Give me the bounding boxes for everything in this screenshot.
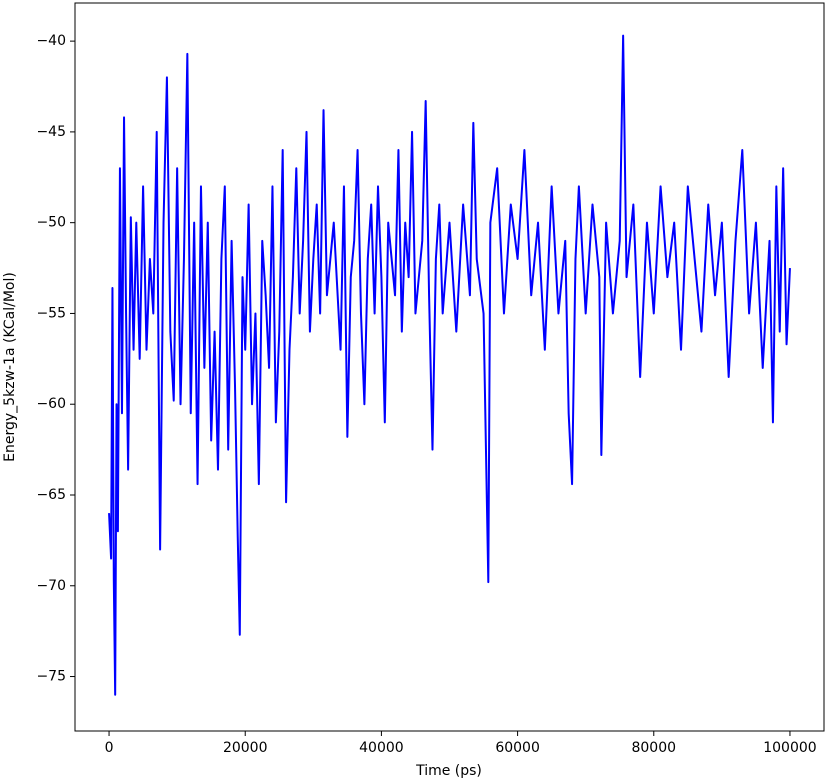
x-tick-label: 40000 xyxy=(359,740,404,756)
data-line xyxy=(108,34,791,696)
x-tick-label: 100000 xyxy=(763,740,816,756)
x-tick-label: 80000 xyxy=(631,740,676,756)
plot-frame xyxy=(74,2,825,732)
x-tick-label: 0 xyxy=(105,740,114,756)
x-tick-label: 60000 xyxy=(495,740,540,756)
y-tick-label: −65 xyxy=(36,487,66,503)
x-tick-label: 20000 xyxy=(223,740,268,756)
x-axis-label: Time (ps) xyxy=(415,763,482,779)
y-tick-label: −75 xyxy=(36,669,66,685)
y-axis-label: Energy_5kzw-1a (KCal/Mol) xyxy=(2,272,18,462)
y-tick-label: −55 xyxy=(36,305,66,321)
y-tick-label: −50 xyxy=(36,215,66,231)
y-tick-label: −60 xyxy=(36,396,66,412)
y-tick-label: −40 xyxy=(36,33,66,49)
y-tick-label: −70 xyxy=(36,578,66,594)
y-tick-label: −45 xyxy=(36,124,66,140)
